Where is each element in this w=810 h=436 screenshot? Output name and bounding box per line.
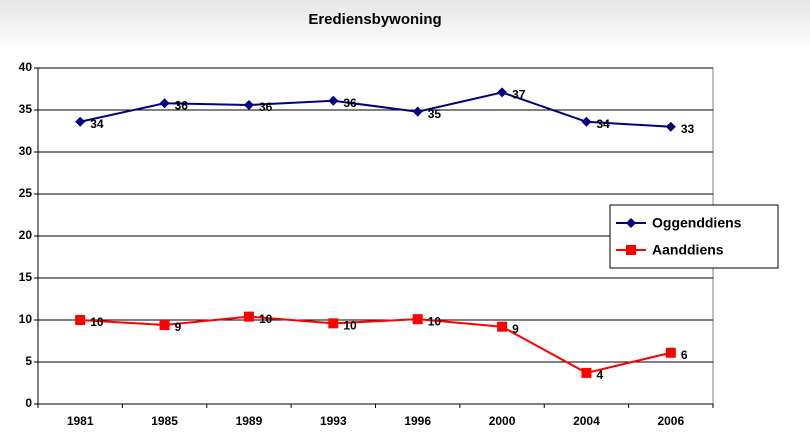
x-tick-label: 2004 <box>573 414 600 428</box>
data-point <box>328 95 339 106</box>
series-line <box>79 91 671 128</box>
legend-label: Aanddiens <box>652 242 724 258</box>
x-tick-label: 1996 <box>404 414 431 428</box>
y-tick-label: 30 <box>19 144 33 158</box>
y-tick-label: 40 <box>19 60 33 74</box>
data-point <box>328 318 339 329</box>
data-point <box>243 99 254 110</box>
y-tick-label: 15 <box>19 270 33 284</box>
data-point <box>243 311 254 322</box>
y-tick-label: 5 <box>25 354 32 368</box>
data-label: 34 <box>90 117 104 131</box>
data-label: 6 <box>681 348 688 362</box>
data-point <box>497 321 508 332</box>
y-tick-label: 0 <box>25 396 32 410</box>
data-point <box>412 314 423 325</box>
x-tick-label: 2000 <box>489 414 516 428</box>
data-point <box>665 347 676 358</box>
x-tick-label: 1981 <box>67 414 94 428</box>
data-point <box>497 87 508 98</box>
data-label: 9 <box>175 320 182 334</box>
data-label: 36 <box>175 98 189 112</box>
data-point <box>159 320 170 331</box>
data-label: 36 <box>259 100 273 114</box>
data-label: 10 <box>428 314 442 328</box>
data-label: 9 <box>512 322 519 336</box>
y-tick-label: 25 <box>19 186 33 200</box>
data-label: 33 <box>681 122 695 136</box>
data-point <box>75 315 86 325</box>
data-point <box>159 98 170 109</box>
legend-label: Oggenddiens <box>652 215 742 231</box>
series-line <box>80 315 672 374</box>
data-label: 34 <box>596 117 610 131</box>
data-label: 35 <box>428 107 442 121</box>
legend-marker <box>626 218 636 228</box>
legend-box <box>609 204 779 269</box>
data-point <box>581 367 592 378</box>
y-tick-label: 35 <box>19 102 33 116</box>
x-tick-label: 1993 <box>320 414 347 428</box>
x-tick-label: 1989 <box>236 414 263 428</box>
data-label: 36 <box>343 96 357 110</box>
data-label: 4 <box>596 368 603 382</box>
data-label: 10 <box>259 312 273 326</box>
data-point <box>412 106 423 117</box>
data-point <box>75 116 86 127</box>
data-label: 37 <box>512 88 526 102</box>
y-tick-label: 20 <box>19 228 33 242</box>
y-tick-label: 10 <box>19 312 33 326</box>
x-tick-label: 2006 <box>657 414 684 428</box>
legend-marker <box>626 245 636 255</box>
data-point <box>581 116 592 127</box>
x-tick-label: 1985 <box>151 414 178 428</box>
data-label: 10 <box>90 315 104 329</box>
data-point <box>665 121 676 132</box>
data-label: 10 <box>343 319 357 333</box>
chart-title: Erediensbywoning <box>308 11 441 28</box>
